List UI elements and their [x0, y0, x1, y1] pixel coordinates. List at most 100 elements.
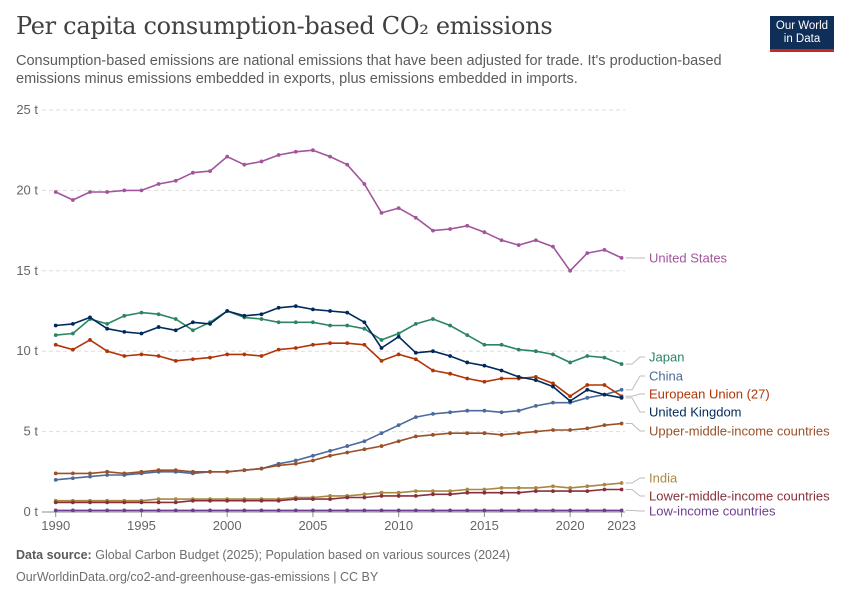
- data-point: [482, 379, 487, 384]
- data-point: [602, 508, 607, 513]
- data-point: [362, 320, 367, 325]
- data-point: [259, 159, 264, 164]
- data-point: [551, 244, 555, 249]
- data-point: [122, 471, 127, 476]
- data-point: [551, 489, 555, 493]
- data-point: [585, 251, 590, 256]
- data-point: [362, 495, 367, 500]
- data-point: [413, 415, 418, 420]
- data-point: [362, 492, 367, 497]
- data-point: [122, 508, 127, 513]
- data-point: [190, 320, 195, 325]
- data-point: [619, 508, 624, 513]
- x-tick-label: 1995: [127, 518, 156, 533]
- data-point: [276, 498, 281, 503]
- data-point: [533, 378, 538, 383]
- data-point: [70, 476, 75, 481]
- data-point: [568, 394, 573, 399]
- data-point: [533, 489, 538, 493]
- data-point: [465, 431, 470, 436]
- data-point: [173, 358, 178, 363]
- data-point: [139, 469, 144, 474]
- data-point: [431, 489, 435, 493]
- data-point: [311, 342, 315, 347]
- data-point: [602, 482, 607, 487]
- data-point: [533, 349, 538, 354]
- data-point: [190, 508, 195, 513]
- data-point: [619, 487, 624, 492]
- data-point: [173, 178, 178, 183]
- data-point: [448, 371, 452, 376]
- data-point: [173, 468, 178, 473]
- data-point: [465, 408, 470, 413]
- data-point: [448, 410, 452, 415]
- data-point: [551, 484, 555, 489]
- data-point: [122, 313, 127, 318]
- data-point: [482, 363, 487, 368]
- data-point: [345, 495, 350, 500]
- data-point: [551, 508, 555, 513]
- data-point: [516, 375, 521, 379]
- data-point: [499, 508, 504, 513]
- data-point: [293, 497, 298, 502]
- data-point: [516, 243, 521, 247]
- data-point: [568, 360, 573, 365]
- data-point: [362, 182, 367, 186]
- series-label: Lower-middle-income countries: [649, 489, 830, 504]
- data-point: [585, 387, 590, 392]
- data-point: [379, 444, 384, 448]
- series-line: [55, 422, 622, 475]
- y-tick-label: 10 t: [16, 343, 38, 358]
- data-point: [139, 500, 144, 505]
- data-point: [70, 321, 75, 326]
- data-point: [499, 238, 504, 243]
- data-point: [276, 508, 281, 513]
- data-point: [345, 310, 350, 315]
- data-point: [53, 342, 58, 347]
- data-point: [122, 330, 127, 334]
- data-point: [465, 487, 470, 492]
- series-label: Low-income countries: [649, 504, 776, 519]
- footer-url[interactable]: OurWorldinData.org/co2-and-greenhouse-ga…: [16, 570, 379, 584]
- data-point: [88, 190, 92, 194]
- y-tick-label: 0 t: [24, 504, 39, 519]
- data-point: [139, 310, 144, 315]
- data-point: [293, 149, 298, 154]
- data-point: [173, 497, 178, 502]
- data-point: [379, 490, 384, 495]
- data-point: [431, 228, 435, 233]
- data-point: [311, 453, 315, 458]
- data-point: [499, 342, 504, 347]
- series-label: Upper-middle-income countries: [649, 424, 830, 439]
- data-point: [465, 490, 470, 495]
- source-text[interactable]: Global Carbon Budget (2025); Population …: [95, 548, 511, 562]
- data-point: [53, 190, 58, 194]
- owid-logo[interactable]: Our World in Data: [770, 16, 834, 52]
- data-point: [156, 182, 161, 186]
- data-point: [190, 469, 195, 474]
- data-point: [362, 342, 367, 347]
- data-point: [70, 347, 75, 352]
- data-point: [602, 392, 607, 397]
- data-point: [276, 305, 281, 310]
- y-tick-label: 5 t: [24, 424, 39, 439]
- data-point: [276, 153, 281, 157]
- data-point: [362, 439, 367, 444]
- data-point: [242, 162, 247, 167]
- footer-source: Data source: Global Carbon Budget (2025)…: [16, 548, 510, 562]
- data-point: [585, 395, 590, 400]
- logo-line-2: in Data: [783, 33, 821, 45]
- data-point: [70, 500, 75, 505]
- data-point: [413, 434, 418, 439]
- data-point: [431, 349, 435, 354]
- data-point: [396, 352, 401, 357]
- data-point: [105, 326, 110, 331]
- data-point: [396, 508, 401, 513]
- data-point: [122, 500, 127, 505]
- data-point: [533, 375, 538, 379]
- data-point: [362, 326, 367, 331]
- data-point: [311, 508, 315, 513]
- data-point: [465, 333, 470, 338]
- data-point: [105, 500, 110, 505]
- data-point: [431, 368, 435, 373]
